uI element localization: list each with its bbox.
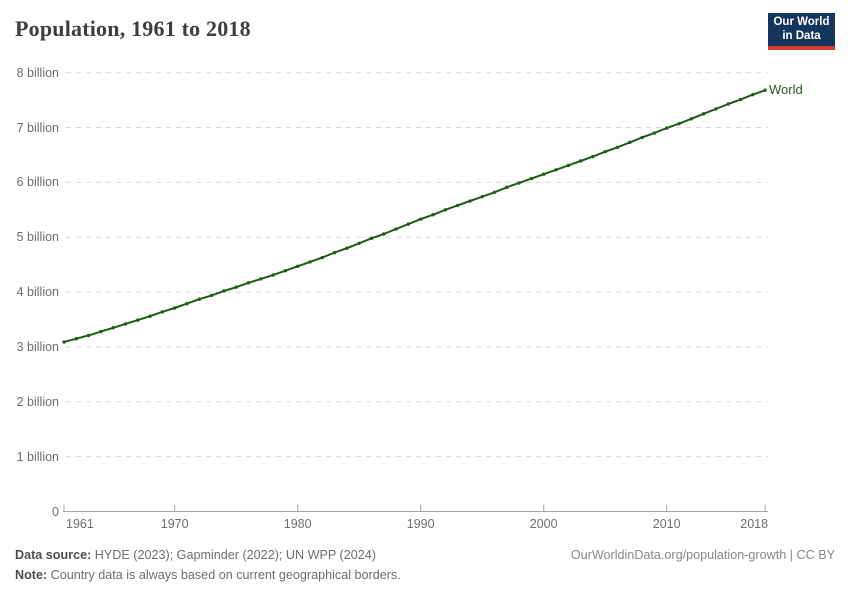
data-point-2011 <box>677 122 681 126</box>
data-point-1978 <box>271 273 275 277</box>
data-point-2002 <box>566 163 570 168</box>
data-point-1967 <box>136 318 140 322</box>
footer-left: Data source: HYDE (2023); Gapminder (202… <box>15 546 401 585</box>
data-source-line: Data source: HYDE (2023); Gapminder (202… <box>15 546 401 566</box>
data-point-1991 <box>431 213 435 217</box>
y-axis-label-3-billion: 3 billion <box>16 339 59 354</box>
data-point-2006 <box>615 145 620 149</box>
data-point-1989 <box>406 222 411 226</box>
x-axis-label-2010: 2010 <box>652 517 681 531</box>
note-text: Country data is always based on current … <box>47 567 401 582</box>
x-axis-label-1980: 1980 <box>283 517 312 531</box>
data-point-1995 <box>480 194 484 199</box>
y-axis-label-2-billion: 2 billion <box>16 394 59 409</box>
data-point-1977 <box>259 277 263 281</box>
data-point-2015 <box>726 102 730 106</box>
data-point-1993 <box>455 203 460 208</box>
footer-link[interactable]: OurWorldinData.org/population-growth | C… <box>570 548 835 562</box>
data-point-1962 <box>74 337 79 341</box>
y-axis-label-7-billion: 7 billion <box>16 120 59 135</box>
data-point-1985 <box>357 241 361 245</box>
x-axis-label-2018: 2018 <box>740 517 769 531</box>
data-point-2010 <box>665 126 669 130</box>
data-point-2012 <box>689 117 693 121</box>
data-point-2007 <box>628 140 632 145</box>
data-point-1973 <box>209 293 214 298</box>
data-point-1983 <box>332 250 337 255</box>
data-point-2004 <box>591 154 595 159</box>
world-population-line <box>63 89 767 343</box>
note-line: Note: Country data is always based on cu… <box>15 566 401 586</box>
data-point-2013 <box>701 112 706 116</box>
data-point-2003 <box>578 159 583 163</box>
data-source-text: HYDE (2023); Gapminder (2022); UN WPP (2… <box>91 548 376 562</box>
data-point-1968 <box>148 314 152 318</box>
data-point-1992 <box>443 208 447 212</box>
data-point-1999 <box>529 176 534 181</box>
data-point-1990 <box>419 217 423 221</box>
y-axis-label-5-billion: 5 billion <box>16 230 59 245</box>
owid-logo[interactable]: Our World in Data <box>768 13 835 50</box>
owid-logo-line2: in Data <box>782 29 821 42</box>
x-axis-label-1961: 1961 <box>66 517 94 531</box>
data-point-2017 <box>751 92 755 97</box>
data-point-1998 <box>517 181 521 185</box>
series-label-world: World <box>769 82 803 98</box>
data-point-2008 <box>640 135 644 140</box>
data-point-1971 <box>185 301 189 306</box>
data-point-1980 <box>296 264 300 269</box>
data-point-1984 <box>345 246 349 250</box>
y-axis-label-0: 0 <box>52 504 59 519</box>
chart-title: Population, 1961 to 2018 <box>15 16 251 41</box>
data-point-1987 <box>382 232 386 236</box>
data-point-1986 <box>369 236 374 241</box>
data-point-1979 <box>283 269 288 273</box>
data-source-label: Data source: <box>15 548 92 562</box>
data-point-1964 <box>99 329 103 334</box>
data-point-1970 <box>173 306 177 310</box>
note-label: Note: <box>15 567 48 582</box>
data-point-2001 <box>554 168 558 172</box>
data-point-1969 <box>160 310 165 314</box>
y-axis-label-8-billion: 8 billion <box>16 65 59 80</box>
data-point-1965 <box>111 326 115 330</box>
data-point-2014 <box>714 107 718 111</box>
data-point-2009 <box>652 131 657 135</box>
owid-logo-line1: Our World <box>773 16 830 28</box>
data-point-2018 <box>763 88 767 92</box>
data-point-1975 <box>234 285 238 289</box>
data-point-1963 <box>86 333 91 338</box>
data-point-2005 <box>603 149 607 154</box>
data-point-1982 <box>320 255 324 260</box>
data-point-1988 <box>394 227 398 231</box>
data-point-1976 <box>246 281 251 285</box>
data-point-1966 <box>123 322 128 326</box>
data-point-1981 <box>308 260 312 264</box>
data-point-1961 <box>62 340 66 344</box>
y-axis-label-4-billion: 4 billion <box>16 285 59 300</box>
data-point-2000 <box>542 172 546 176</box>
data-point-1996 <box>492 190 497 194</box>
data-point-1994 <box>468 199 472 203</box>
data-point-1997 <box>505 185 509 190</box>
x-axis-label-1990: 1990 <box>406 517 435 531</box>
x-axis-label-1970: 1970 <box>160 517 189 531</box>
y-axis-label-6-billion: 6 billion <box>16 175 59 190</box>
data-point-1974 <box>222 289 226 293</box>
x-axis-label-2000: 2000 <box>529 517 558 531</box>
y-axis-label-1-billion: 1 billion <box>16 449 59 464</box>
data-point-2016 <box>738 97 743 102</box>
data-point-1972 <box>197 297 201 301</box>
